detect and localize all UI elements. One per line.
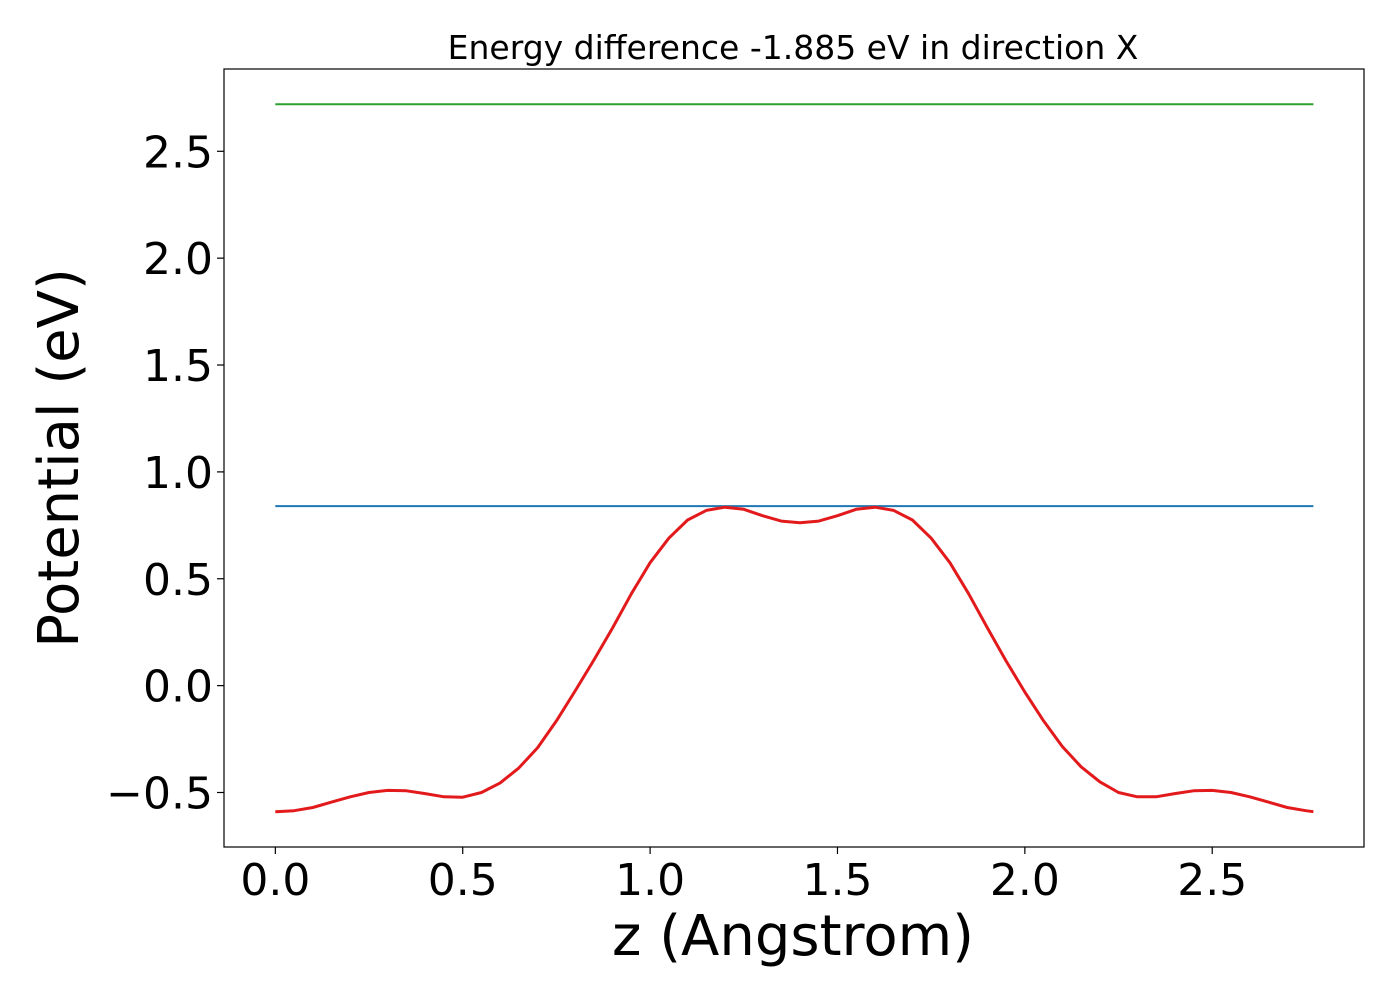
x-axis-label: z (Angstrom) bbox=[612, 904, 974, 969]
y-tick-label: 2.0 bbox=[143, 234, 213, 285]
y-tick-label: 1.5 bbox=[143, 341, 213, 392]
x-tick-label: 1.5 bbox=[802, 855, 872, 906]
y-tick-label: 2.5 bbox=[143, 127, 213, 178]
y-tick-label: −0.5 bbox=[106, 768, 213, 819]
x-tick-label: 2.0 bbox=[990, 855, 1060, 906]
series-layer bbox=[275, 103, 1314, 814]
x-tick-label: 2.5 bbox=[1177, 855, 1247, 906]
y-tick-label: 0.0 bbox=[143, 662, 213, 713]
x-tick-label: 1.0 bbox=[615, 855, 685, 906]
series-line-2 bbox=[275, 505, 1314, 814]
x-tick-label: 0.5 bbox=[428, 855, 498, 906]
x-tick-label: 0.0 bbox=[240, 855, 310, 906]
y-axis-ticks: −0.5 0.0 0.5 1.0 1.5 2.0 2.5 bbox=[106, 127, 224, 819]
y-tick-label: 1.0 bbox=[143, 448, 213, 499]
chart-title: Energy difference -1.885 eV in direction… bbox=[448, 28, 1139, 67]
y-axis-label: Potential (eV) bbox=[27, 268, 92, 648]
x-axis-ticks: 0.0 0.5 1.0 1.5 2.0 2.5 bbox=[240, 847, 1247, 906]
y-tick-label: 0.5 bbox=[143, 555, 213, 606]
plot-frame bbox=[223, 68, 1365, 848]
